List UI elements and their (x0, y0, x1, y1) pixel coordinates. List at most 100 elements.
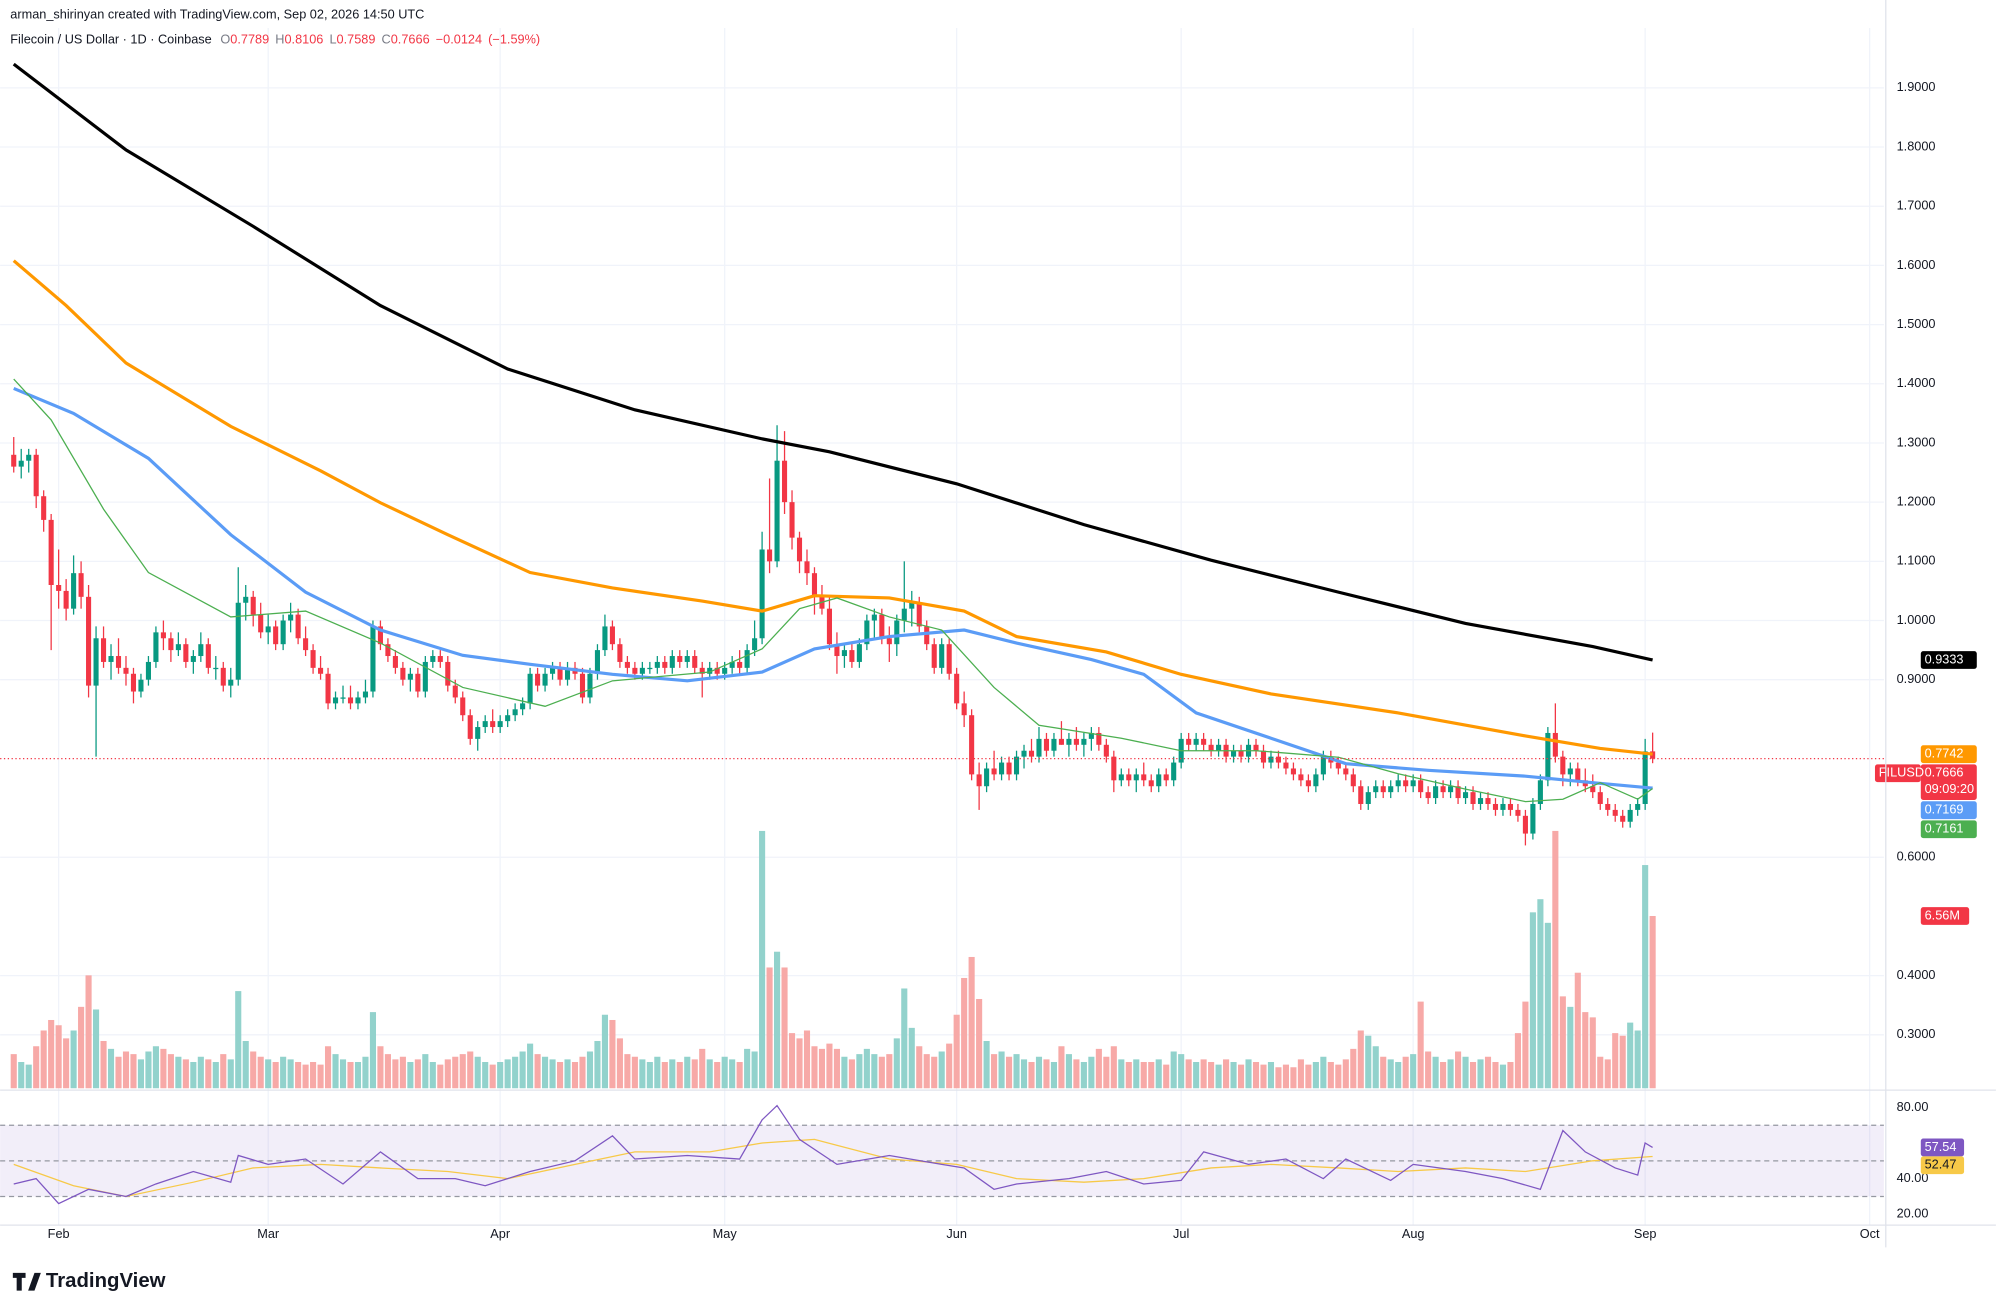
volume-bar (145, 1051, 152, 1089)
rsi-ma-line (13, 1138, 1653, 1198)
price-tag (1920, 820, 1977, 839)
volume-bar (1133, 1059, 1140, 1089)
volume-bar (489, 1064, 496, 1089)
candle-body (991, 768, 997, 775)
volume-bar (863, 1048, 870, 1089)
candle-body (826, 608, 832, 645)
volume-bar (781, 967, 788, 1089)
volume-bar (250, 1051, 257, 1089)
volume-bar (1552, 830, 1559, 1089)
rsi-tag-label: 57.54 (1925, 1139, 1957, 1154)
volume-bar (699, 1048, 706, 1089)
candle-body (1193, 738, 1199, 745)
rsi-tick-label: 40.00 (1897, 1170, 1929, 1185)
volume-bar (167, 1054, 174, 1089)
candle-body (632, 667, 638, 674)
volume-bar (788, 1033, 796, 1089)
volume-bar (594, 1040, 601, 1089)
volume-bar (310, 1061, 317, 1089)
volume-bar (976, 998, 983, 1089)
candle-body (430, 656, 436, 662)
candle-body (535, 673, 541, 686)
volume-bar (1110, 1046, 1117, 1089)
candle-body (213, 667, 219, 670)
y-tick-label: 1.5000 (1897, 316, 1936, 331)
volume-bar (661, 1061, 668, 1089)
candle-body (467, 715, 473, 739)
candle-body (1388, 786, 1394, 793)
volume-bar (534, 1054, 541, 1089)
candle-body (325, 673, 331, 704)
candle-body (1133, 774, 1139, 781)
candle-body (1186, 738, 1192, 745)
volume-bar (1297, 1059, 1304, 1089)
candle-body (1043, 738, 1050, 751)
volume-bar (1223, 1059, 1230, 1089)
volume-bar (811, 1046, 818, 1089)
candle-body (1448, 786, 1454, 793)
candle-body (303, 638, 309, 651)
volume-bar (1050, 1061, 1058, 1089)
volume-bar (1627, 1022, 1634, 1089)
volume-bar (803, 1030, 811, 1089)
volume-bar (1208, 1061, 1215, 1089)
open-value: 0.7789 (230, 32, 269, 47)
change-pct: (−1.59%) (488, 32, 540, 47)
candle-body (100, 638, 107, 662)
candle-body (340, 697, 346, 699)
candle-body (1642, 751, 1648, 804)
candle-body (520, 703, 526, 710)
candle-body (811, 573, 818, 597)
volume-bar (818, 1048, 826, 1089)
volume-bar (886, 1054, 893, 1089)
candle-body (579, 673, 586, 698)
brand-icon (12, 1272, 41, 1291)
candle-body (871, 614, 877, 621)
price-tag-label: 0.7161 (1925, 821, 1964, 836)
volume-bar (467, 1051, 474, 1089)
low-value: 0.7589 (337, 32, 376, 47)
x-tick-label: Feb (48, 1226, 70, 1241)
volume-bar (848, 1059, 855, 1089)
price-tag (1920, 801, 1977, 820)
candle-body (1126, 774, 1132, 781)
volume-bar (1275, 1067, 1282, 1089)
volume-bar (295, 1061, 302, 1089)
candle-body (1088, 732, 1094, 739)
y-tick-label: 1.4000 (1897, 375, 1936, 390)
y-tick-label: 0.6000 (1897, 849, 1936, 864)
volume-bar (1574, 972, 1581, 1089)
x-tick-label: Mar (257, 1226, 280, 1241)
volume-bar (1529, 912, 1536, 1089)
candle-body (1343, 768, 1349, 775)
volume-bar (137, 1059, 145, 1089)
candle-body (445, 661, 451, 686)
volume-bar (601, 1014, 608, 1089)
candle-body (796, 537, 803, 562)
volume-bar (759, 830, 766, 1089)
volume-bar (654, 1056, 661, 1089)
candle-body (1440, 786, 1446, 793)
volume-bar (714, 1061, 721, 1089)
label-layer: 0.3000 0.4000 0.6000 0.9000 1.0000 1.1000 1.20… (48, 79, 1977, 1241)
candle-body (288, 614, 294, 621)
candle-body (707, 667, 713, 674)
candle-body (332, 697, 339, 704)
volume-bar (833, 1048, 840, 1089)
candle-body (347, 697, 354, 704)
candle-body (1635, 803, 1641, 810)
candle-body (886, 638, 892, 645)
y-tick-label: 1.9000 (1897, 79, 1936, 94)
candle-body (273, 626, 279, 645)
candle-body (1560, 756, 1566, 775)
volume-bar (130, 1054, 137, 1089)
candle-body (1552, 732, 1558, 757)
candle-body (175, 644, 181, 651)
volume-bar (33, 1046, 40, 1089)
volume-bar (40, 1030, 47, 1089)
volume-bar (856, 1054, 863, 1089)
candle-body (1103, 744, 1109, 757)
volume-bar (938, 1051, 945, 1089)
volume-bar (1028, 1061, 1035, 1089)
candle-body (400, 667, 406, 680)
